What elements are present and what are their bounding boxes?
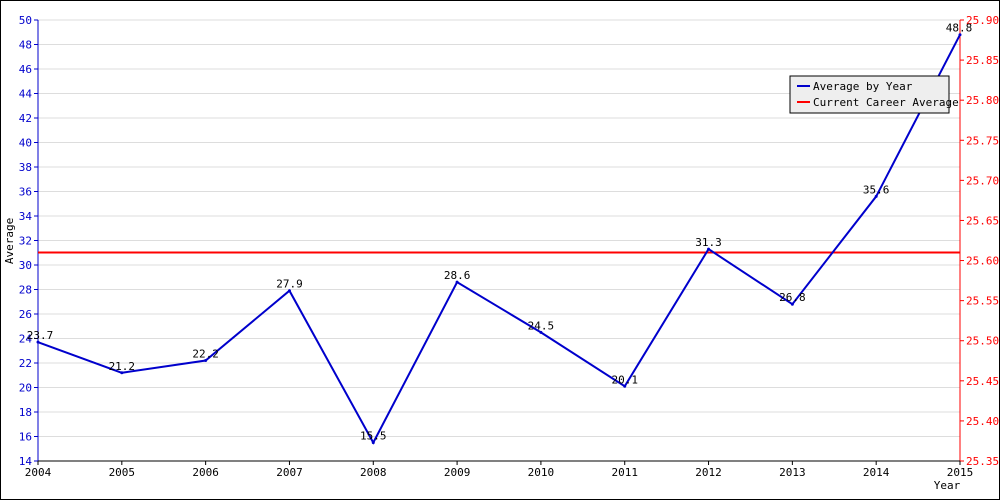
average-by-year-line: [37, 34, 961, 445]
y-tick-label: 44: [19, 88, 33, 101]
data-label: 15.5: [360, 430, 387, 443]
y-tick-label: 38: [19, 161, 32, 174]
data-point: [623, 384, 627, 388]
y-tick-label: 48: [19, 39, 32, 52]
x-tick-label: 2011: [611, 466, 638, 479]
y-axis-title: Average: [3, 218, 16, 264]
y-tick-label: 36: [19, 186, 32, 199]
y2-tick-label: 25.45: [966, 375, 999, 388]
y-tick-label: 34: [19, 210, 33, 223]
y2-tick-label: 25.55: [966, 295, 999, 308]
x-tick-label: 2014: [863, 466, 890, 479]
x-axis-title: Year: [934, 479, 961, 492]
y2-tick-label: 25.70: [966, 174, 999, 187]
data-point: [874, 194, 878, 198]
legend-box: [789, 75, 950, 114]
data-point: [120, 371, 124, 375]
y-tick-label: 46: [19, 63, 32, 76]
x-tick-label: 2012: [695, 466, 722, 479]
data-label: 26.8: [779, 291, 806, 304]
data-label: 48.8: [946, 22, 973, 35]
y2-tick-label: 25.50: [966, 335, 999, 348]
x-tick-label: 2004: [25, 466, 52, 479]
x-tick-label: 2008: [360, 466, 387, 479]
y2-tick-label: 25.35: [966, 455, 999, 468]
data-label-layer: 23.7 21.2 22.2 27.9 15.5 28.6 24.5 20.1 31.3 26.8…: [27, 22, 973, 443]
y-tick-label: 18: [19, 406, 32, 419]
data-label: 31.3: [695, 236, 722, 249]
data-point: [455, 280, 459, 284]
y2-tick-label: 25.65: [966, 214, 999, 227]
x-tick-label: 2015: [947, 466, 974, 479]
data-point: [707, 247, 711, 251]
data-label: 28.6: [444, 269, 471, 282]
data-label: 22.2: [192, 348, 219, 361]
grid-layer: [38, 19, 960, 437]
y-tick-label: 28: [19, 284, 32, 297]
y-tick-label: 50: [19, 14, 32, 27]
y-tick-label: 22: [19, 357, 32, 370]
y2-tick-label: 25.90: [966, 14, 999, 27]
data-label: 21.2: [109, 360, 136, 373]
y-tick-label: 24: [19, 333, 33, 346]
x-tick-label: 2006: [192, 466, 219, 479]
y-tick-label: 40: [19, 137, 32, 150]
data-label: 24.5: [528, 319, 555, 332]
data-point: [539, 330, 543, 334]
data-point: [790, 302, 794, 306]
y-tick-label: 26: [19, 308, 32, 321]
series-layer: [36, 33, 962, 445]
y2-tick-label: 25.40: [966, 415, 999, 428]
y-tick-label: 14: [19, 455, 33, 468]
data-point: [204, 359, 208, 363]
axis-layer: 14 16 18 20 22 24 26 28 30 32 34 36 38 40 42 44 46 48 50 25…: [19, 14, 999, 479]
x-tick-label: 2010: [528, 466, 555, 479]
y-tick-label: 42: [19, 112, 32, 125]
legend-label-current-career-average: Current Career Average: [813, 96, 959, 109]
y-tick-label: 32: [19, 235, 32, 248]
x-tick-label: 2005: [109, 466, 136, 479]
data-point: [958, 33, 962, 37]
data-label: 23.7: [27, 329, 54, 342]
data-point: [371, 441, 375, 445]
y2-tick-label: 25.85: [966, 54, 999, 67]
y-tick-label: 30: [19, 259, 32, 272]
legend: Average by Year Current Career Average: [789, 75, 959, 114]
data-label: 35.6: [863, 183, 890, 196]
x-tick-label: 2013: [779, 466, 806, 479]
data-label: 27.9: [276, 278, 303, 291]
y2-tick-label: 25.60: [966, 255, 999, 268]
y-tick-label: 20: [19, 382, 32, 395]
x-tick-label: 2007: [276, 466, 303, 479]
x-tick-label: 2009: [444, 466, 471, 479]
y2-tick-label: 25.80: [966, 94, 999, 107]
data-point: [36, 340, 40, 344]
data-point: [287, 289, 291, 293]
y2-tick-label: 25.75: [966, 134, 999, 147]
data-label: 20.1: [611, 373, 638, 386]
legend-label-average-by-year: Average by Year: [813, 80, 913, 93]
y-tick-label: 16: [19, 431, 32, 444]
